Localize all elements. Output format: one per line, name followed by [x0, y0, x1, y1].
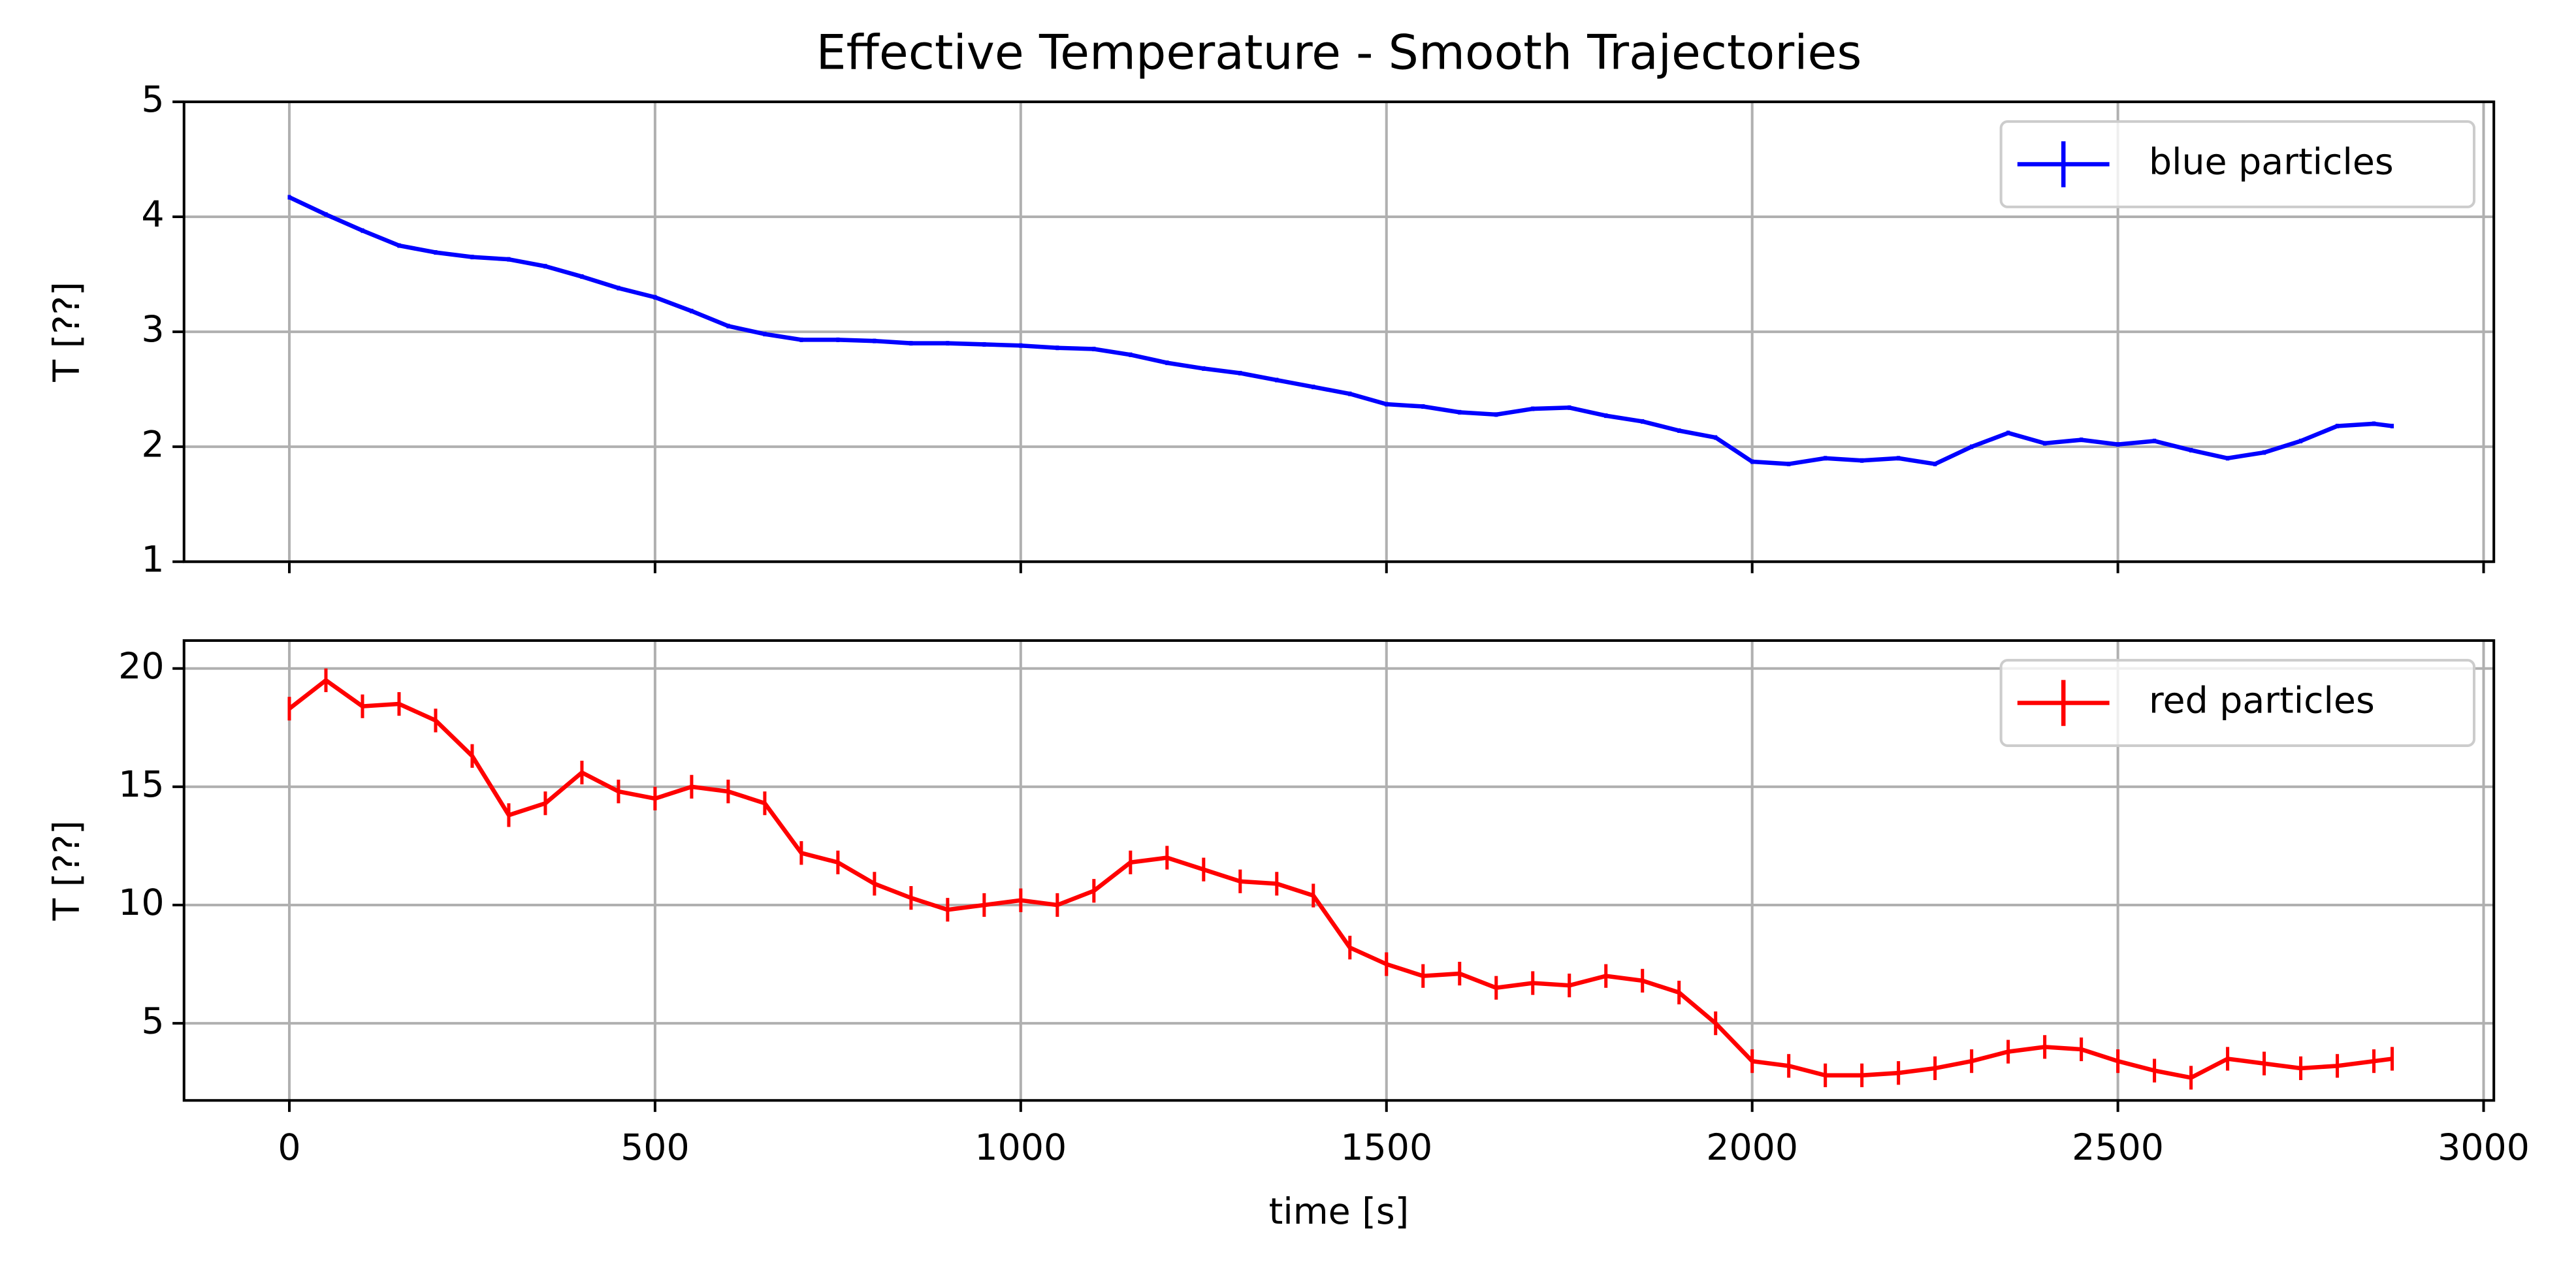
x-tick-label: 1500	[1340, 1127, 1432, 1169]
y-tick-label: 2	[141, 424, 164, 466]
data-line	[288, 195, 2392, 466]
y-tick-label: 5	[141, 1000, 164, 1042]
x-tick-label: 1000	[974, 1127, 1067, 1169]
plot-frame	[182, 639, 2496, 1102]
x-tick-label: 2500	[2072, 1127, 2164, 1169]
panel: 0 500 1000 1500 2000 2500 3000 5 10 15 20 T [??] tim…	[46, 639, 2530, 1233]
x-tick-label: 3000	[2438, 1127, 2530, 1169]
x-tick-label: 2000	[1706, 1127, 1798, 1169]
legend-label: blue particles	[2149, 142, 2394, 183]
panel: Effective Temperature - Smooth Trajector…	[46, 25, 2496, 580]
legend-box	[1999, 659, 2476, 747]
y-tick-label: 4	[141, 194, 164, 236]
legend-box	[1999, 120, 2476, 208]
x-tick-label: 0	[278, 1127, 300, 1169]
y-tick-label: 5	[141, 79, 164, 121]
y-axis-label: T [??]	[46, 820, 88, 921]
legend-label: red particles	[2149, 680, 2375, 722]
chart-title: Effective Temperature - Smooth Trajector…	[816, 25, 1862, 81]
y-axis-label: T [??]	[46, 281, 88, 382]
x-axis-label: time [s]	[1269, 1191, 1409, 1233]
y-tick-label: 3	[141, 309, 164, 351]
y-tick-label: 1	[141, 539, 164, 580]
plot-frame	[182, 100, 2496, 564]
y-tick-label: 15	[118, 764, 164, 806]
data-line	[287, 678, 2392, 1080]
y-tick-label: 10	[118, 882, 164, 924]
x-tick-label: 500	[620, 1127, 690, 1169]
y-tick-label: 20	[118, 646, 164, 688]
